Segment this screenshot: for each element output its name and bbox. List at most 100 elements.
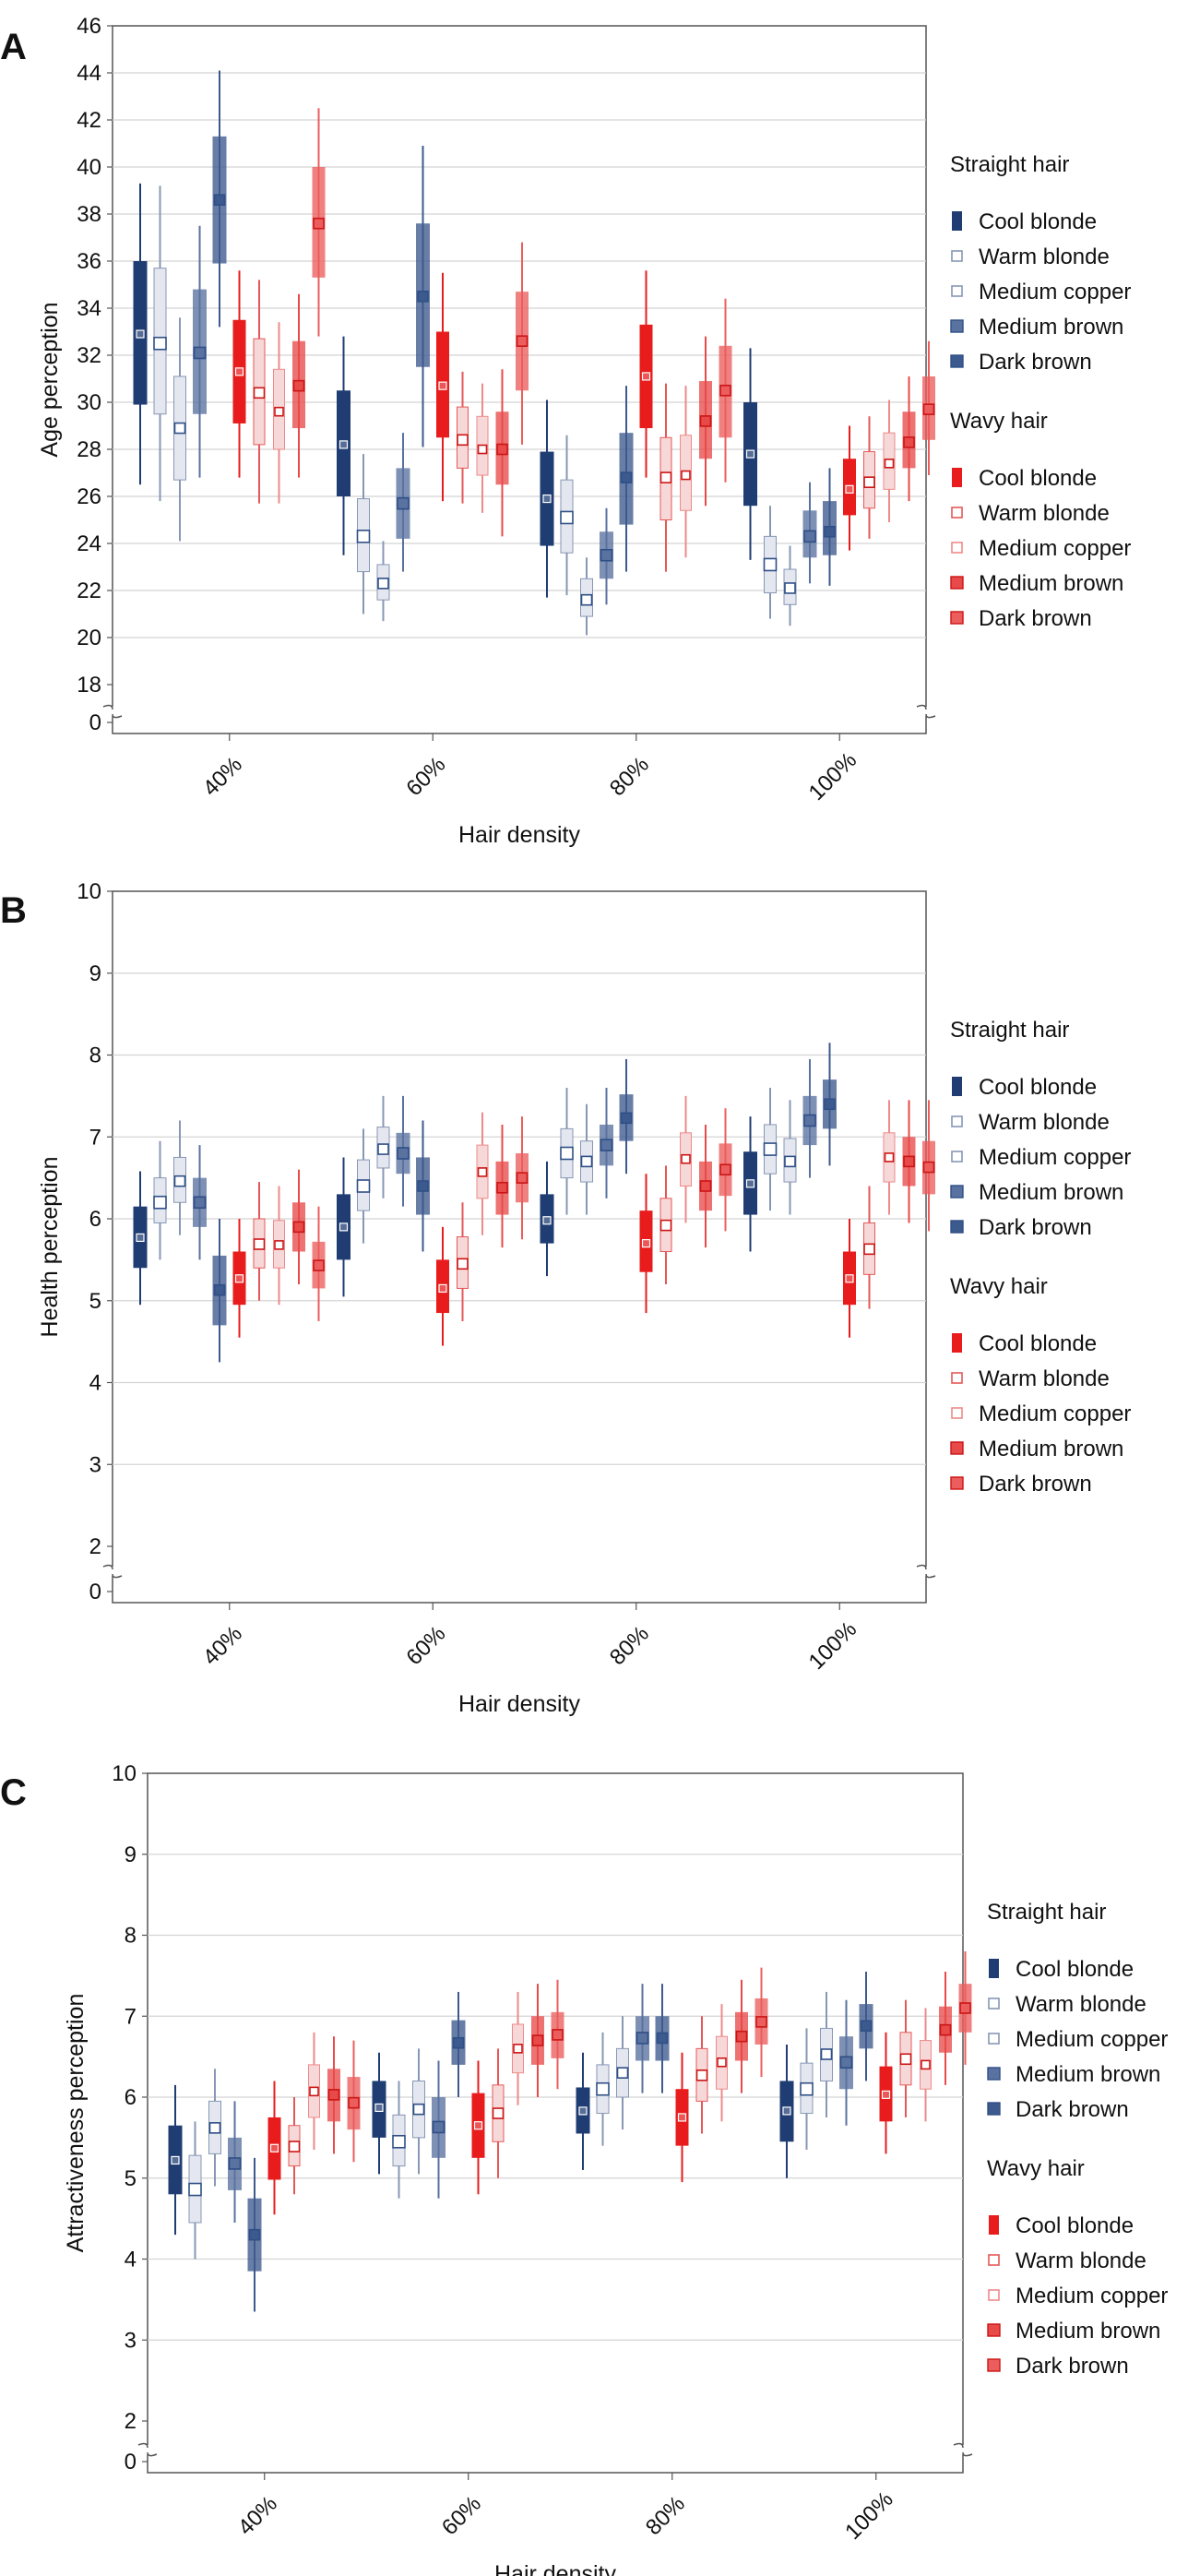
box-medium-copper-straight-80pct bbox=[580, 1103, 593, 1215]
mean-marker bbox=[719, 384, 731, 397]
legend-swatch bbox=[988, 2289, 1000, 2301]
y-tick-label: 8 bbox=[89, 1044, 101, 1068]
chart-panel-A: A 18 20 22 24 26 28 30 32 34 36 38 40 42 44 46 0 40% 60% 80… bbox=[0, 14, 1131, 848]
legend-item-label: Dark brown bbox=[979, 606, 1092, 631]
y-axis-title: Age perception bbox=[37, 302, 63, 457]
mean-marker bbox=[193, 1196, 207, 1210]
mean-marker bbox=[234, 1274, 244, 1283]
mean-marker bbox=[356, 1179, 371, 1193]
axis-break-mask bbox=[917, 1567, 935, 1576]
mean-marker bbox=[309, 2086, 319, 2097]
legend-item-straight: Warm blonde bbox=[988, 1992, 1146, 2017]
legend-title-straight: Straight hair bbox=[950, 1018, 1069, 1043]
legend-title-straight: Straight hair bbox=[987, 1900, 1106, 1925]
box-medium-brown-wavy-100pct bbox=[902, 1100, 916, 1223]
box-medium-copper-wavy-100pct bbox=[920, 2008, 932, 2122]
legend-title-wavy: Wavy hair bbox=[950, 1274, 1048, 1299]
box-medium-copper-straight-40pct bbox=[173, 317, 186, 542]
box-dark-brown-straight-60pct bbox=[416, 1120, 430, 1252]
legend-item-straight: Dark brown bbox=[950, 350, 1092, 375]
legend-item-label: Medium copper bbox=[1016, 2027, 1168, 2052]
mean-marker bbox=[860, 2020, 873, 2033]
mean-marker bbox=[641, 372, 651, 381]
y-tick-label: 34 bbox=[77, 296, 101, 321]
se-box bbox=[540, 1194, 554, 1244]
y-tick-label: 4 bbox=[125, 2248, 137, 2272]
y-tick-label: 32 bbox=[77, 343, 101, 368]
box-warm-blonde-straight-100pct bbox=[763, 506, 778, 619]
box-cool-blonde-straight-60pct bbox=[337, 336, 350, 555]
box-medium-brown-straight-100pct bbox=[802, 482, 817, 584]
mean-marker bbox=[600, 1139, 613, 1151]
legend-item-straight: Cool blonde bbox=[952, 1075, 1097, 1100]
box-medium-brown-wavy-80pct bbox=[699, 1124, 712, 1248]
se-box bbox=[133, 1206, 148, 1269]
box-warm-blonde-wavy-100pct bbox=[863, 1186, 875, 1309]
legend-item-label: Warm blonde bbox=[979, 501, 1110, 526]
legend-item-straight: Cool blonde bbox=[952, 209, 1097, 234]
mean-marker bbox=[213, 1283, 226, 1296]
panel-letter: C bbox=[0, 1772, 27, 1813]
box-warm-blonde-straight-80pct bbox=[560, 1088, 574, 1215]
mean-marker bbox=[939, 2023, 952, 2036]
legend-item-straight: Medium brown bbox=[950, 315, 1123, 340]
box-medium-brown-wavy-80pct bbox=[735, 1979, 748, 2093]
se-box bbox=[232, 1251, 246, 1306]
y-tick-label-zero: 0 bbox=[89, 710, 101, 735]
mean-marker bbox=[417, 290, 429, 303]
box-medium-copper-straight-40pct bbox=[173, 1120, 186, 1235]
box-warm-blonde-straight-40pct bbox=[153, 1140, 167, 1260]
legend-swatch bbox=[950, 354, 964, 368]
mean-marker bbox=[560, 510, 574, 525]
legend-item-label: Warm blonde bbox=[1016, 2248, 1146, 2273]
mean-marker bbox=[234, 367, 244, 376]
mean-marker bbox=[292, 379, 305, 392]
legend-swatch bbox=[951, 507, 963, 519]
axis-break-mask bbox=[917, 707, 935, 716]
mean-marker bbox=[699, 415, 712, 427]
box-cool-blonde-straight-40pct bbox=[168, 2084, 183, 2236]
se-box bbox=[337, 390, 350, 496]
legend: Straight hair Cool blonde Warm blonde Mediu… bbox=[950, 152, 1131, 631]
mean-marker bbox=[552, 2029, 564, 2041]
mean-marker bbox=[452, 2036, 465, 2049]
legend-swatch bbox=[950, 319, 964, 333]
legend-swatch bbox=[951, 1407, 963, 1419]
box-cool-blonde-straight-100pct bbox=[779, 2044, 794, 2178]
legend-swatch bbox=[988, 2254, 1000, 2266]
se-box bbox=[743, 402, 757, 507]
box-dark-brown-wavy-100pct bbox=[922, 1100, 935, 1232]
mean-marker bbox=[745, 449, 755, 459]
mean-marker bbox=[578, 2106, 588, 2116]
legend-item-label: Cool blonde bbox=[979, 1331, 1097, 1356]
mean-marker bbox=[717, 2057, 727, 2068]
legend-title-wavy: Wavy hair bbox=[950, 409, 1048, 434]
legend-swatch bbox=[989, 1959, 999, 1978]
mean-marker bbox=[248, 2228, 261, 2241]
box-dark-brown-wavy-80pct bbox=[754, 1967, 768, 2078]
box-cool-blonde-wavy-60pct bbox=[436, 1226, 449, 1346]
y-tick-label: 2 bbox=[89, 1534, 101, 1559]
mean-marker bbox=[782, 2106, 791, 2116]
mean-marker bbox=[542, 1216, 552, 1225]
box-medium-brown-wavy-60pct bbox=[495, 1124, 509, 1248]
legend-item-wavy: Dark brown bbox=[950, 1472, 1092, 1497]
panel-letter: A bbox=[0, 27, 27, 67]
legend-item-wavy: Dark brown bbox=[987, 2354, 1129, 2379]
legend-item-label: Dark brown bbox=[979, 1215, 1092, 1240]
box-medium-copper-wavy-100pct bbox=[883, 1100, 896, 1215]
mean-marker bbox=[288, 2141, 301, 2153]
legend-item-label: Medium copper bbox=[1016, 2284, 1168, 2308]
y-tick-label: 22 bbox=[77, 578, 101, 603]
box-medium-brown-wavy-60pct bbox=[495, 369, 509, 537]
box-warm-blonde-wavy-80pct bbox=[695, 2016, 708, 2134]
box-cool-blonde-wavy-60pct bbox=[471, 2060, 485, 2195]
mean-marker bbox=[496, 1181, 508, 1194]
mean-marker bbox=[800, 2081, 814, 2096]
axis-break-symbol bbox=[102, 704, 123, 719]
se-box bbox=[232, 319, 246, 423]
y-tick-label: 6 bbox=[125, 2085, 137, 2110]
x-tick-label: 60% bbox=[401, 1621, 450, 1670]
box-warm-blonde-wavy-80pct bbox=[659, 383, 672, 572]
box-warm-blonde-straight-80pct bbox=[560, 435, 574, 596]
